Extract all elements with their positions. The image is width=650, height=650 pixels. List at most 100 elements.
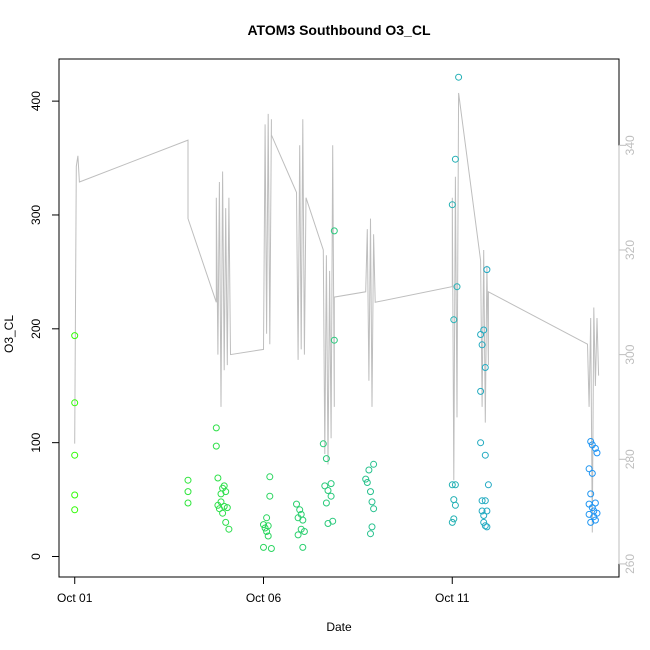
data-point xyxy=(300,528,308,535)
data-point xyxy=(480,518,488,526)
data-point xyxy=(71,451,79,459)
data-point xyxy=(478,341,486,349)
x-tick-label: Oct 06 xyxy=(246,591,282,605)
data-point xyxy=(478,497,486,505)
data-point xyxy=(587,438,595,445)
data-point xyxy=(585,465,593,473)
data-point xyxy=(588,469,596,477)
data-point xyxy=(588,504,596,512)
data-point xyxy=(184,488,192,496)
data-point xyxy=(367,530,374,538)
data-point xyxy=(327,492,335,500)
data-point xyxy=(477,439,485,447)
data-point xyxy=(264,532,272,540)
right-tick-label: 320 xyxy=(623,240,637,260)
data-point xyxy=(448,201,456,209)
data-point xyxy=(225,525,233,533)
data-point xyxy=(450,515,458,523)
data-point xyxy=(266,492,274,500)
y-tick-label: 200 xyxy=(29,318,43,338)
data-point xyxy=(481,497,489,505)
data-point xyxy=(330,227,338,235)
data-point xyxy=(71,491,79,499)
data-point xyxy=(319,440,327,448)
data-point xyxy=(322,455,330,463)
data-point xyxy=(219,509,227,517)
data-point xyxy=(214,474,222,482)
data-point xyxy=(451,481,459,489)
data-point xyxy=(263,514,271,522)
data-point xyxy=(327,480,335,488)
data-point xyxy=(71,332,79,340)
data-point xyxy=(321,482,329,490)
data-point xyxy=(296,506,304,514)
data-point xyxy=(587,490,595,498)
data-point xyxy=(363,479,371,486)
data-point xyxy=(184,499,192,507)
data-point xyxy=(71,506,79,514)
data-point xyxy=(450,316,458,324)
data-point xyxy=(590,513,598,521)
x-tick-label: Oct 11 xyxy=(435,591,470,605)
data-point xyxy=(267,545,275,552)
data-point xyxy=(264,522,272,530)
data-point xyxy=(222,488,230,496)
data-point xyxy=(362,475,370,483)
data-point xyxy=(299,543,307,551)
axes-layer: 0 100 200 300 400 Oct 01 Oct 06 Oct 11 260 280 300… xyxy=(29,91,637,605)
y-tick-label: 300 xyxy=(29,205,43,225)
data-point xyxy=(483,507,491,515)
x-tick-label: Oct 01 xyxy=(57,591,93,605)
data-point xyxy=(212,424,220,432)
data-point xyxy=(222,518,230,526)
data-point xyxy=(184,476,192,484)
data-point xyxy=(451,155,459,163)
right-tick-label: 260 xyxy=(623,554,637,574)
data-point xyxy=(330,336,338,344)
data-point xyxy=(450,496,458,504)
points-layer xyxy=(71,73,601,552)
line-series-layer xyxy=(74,92,600,533)
data-point xyxy=(367,488,374,496)
data-point xyxy=(223,504,231,512)
data-point xyxy=(365,466,373,474)
data-point xyxy=(448,481,456,489)
data-point xyxy=(260,543,267,551)
data-point xyxy=(260,521,267,529)
y-tick-label: 100 xyxy=(29,432,43,452)
chart-title: ATOM3 Southbound O3_CL xyxy=(247,22,430,38)
data-point xyxy=(266,473,274,481)
data-point xyxy=(480,326,488,334)
data-point xyxy=(591,444,599,452)
data-point xyxy=(368,523,376,531)
data-point xyxy=(483,266,491,274)
data-point xyxy=(370,505,378,513)
data-point xyxy=(451,501,459,509)
data-point xyxy=(324,487,332,494)
data-point xyxy=(217,498,225,506)
data-point xyxy=(368,498,376,506)
y-tick-label: 0 xyxy=(29,553,43,560)
data-point xyxy=(484,481,492,489)
y-tick-label: 400 xyxy=(29,91,43,111)
right-tick-label: 300 xyxy=(623,344,637,364)
data-point xyxy=(453,283,461,291)
data-point xyxy=(481,364,489,371)
data-point xyxy=(478,507,486,515)
data-point xyxy=(591,516,599,524)
data-point xyxy=(481,451,489,459)
data-point xyxy=(71,399,79,407)
data-point xyxy=(293,500,300,508)
data-point xyxy=(220,502,228,510)
data-point xyxy=(322,499,330,507)
data-point xyxy=(212,442,220,450)
right-tick-label: 280 xyxy=(623,449,637,469)
data-point xyxy=(329,517,337,525)
right-tick-label: 340 xyxy=(623,135,637,155)
data-point xyxy=(483,523,491,531)
plot-frame xyxy=(58,58,620,578)
y-axis-label: O3_CL xyxy=(2,315,16,353)
data-point xyxy=(480,512,488,519)
data-point xyxy=(448,518,456,526)
